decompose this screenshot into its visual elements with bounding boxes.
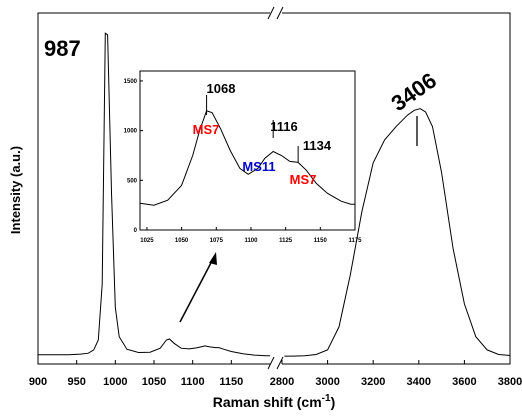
peak-label-3406: 3406: [387, 68, 441, 117]
inset-y-tick-label: 1500: [124, 79, 138, 85]
inset-spectrum: [139, 110, 355, 206]
peak-label-987: 987: [44, 36, 81, 61]
inset-x-tick-label: 1125: [279, 238, 293, 244]
x-tick-label: 1050: [142, 376, 166, 388]
x-axis-label: Raman shift (cm-1): [213, 393, 336, 410]
axis-break-gap-top: [270, 8, 282, 19]
axis-break-gap-bottom: [270, 358, 282, 370]
x-tick-label: 3400: [407, 376, 431, 388]
inset-pointer-arrow: [179, 258, 214, 323]
inset-axis-ticks: 1025 1050 1075 1100 1125 1150 1175 0 500 1000 1500: [124, 79, 363, 244]
arrow-head: [209, 252, 217, 265]
inset-frame: [139, 70, 356, 231]
inset-x-tick-label: 1150: [314, 238, 328, 244]
inset-peak-label: 1134: [303, 138, 332, 153]
inset-x-tick-label: 1050: [175, 238, 189, 244]
inset-x-tick-label: 1075: [210, 238, 224, 244]
x-tick-label: 2800: [270, 376, 294, 388]
inset-x-tick-label: 1175: [348, 238, 362, 244]
inset-peak-assignment: MS7: [290, 172, 317, 187]
x-tick-label: 3000: [315, 376, 339, 388]
spectrum-line-segment: [38, 32, 270, 357]
inset-y-tick-label: 500: [127, 178, 138, 184]
inset-spectrum-line: [139, 110, 355, 206]
inset-y-tick-label: 0: [134, 228, 138, 234]
inset-peak-assignment: MS7: [193, 122, 220, 137]
x-tick-label: 1000: [103, 376, 127, 388]
inset-x-tick-label: 1025: [140, 238, 154, 244]
x-axis-ticks: 900 950 1000 1050 1100 1150 2800 3000 3200 3400 36…: [29, 360, 522, 388]
main-spectrum: [38, 32, 511, 357]
axis-break-marks: [267, 6, 284, 370]
spectrum-line-segment: [284, 108, 511, 357]
x-tick-label: 900: [29, 376, 47, 388]
inset-peak-annotations: 1068 MS7 1116 MS11 1134 MS7: [193, 81, 332, 187]
inset-peak-assignment: MS11: [242, 159, 275, 174]
inset-peak-label: 1068: [207, 81, 236, 96]
inset-peak-label: 1116: [270, 119, 298, 134]
x-tick-label: 3200: [361, 376, 385, 388]
x-tick-label: 3600: [452, 376, 476, 388]
inset-x-tick-label: 1100: [244, 238, 258, 244]
inset-y-tick-label: 1000: [124, 129, 138, 135]
y-axis-label: Intensity (a.u.): [8, 146, 23, 234]
x-tick-label: 3800: [498, 376, 522, 388]
x-tick-label: 1100: [181, 376, 205, 388]
x-tick-label: 1150: [219, 376, 243, 388]
x-tick-label: 950: [67, 376, 85, 388]
